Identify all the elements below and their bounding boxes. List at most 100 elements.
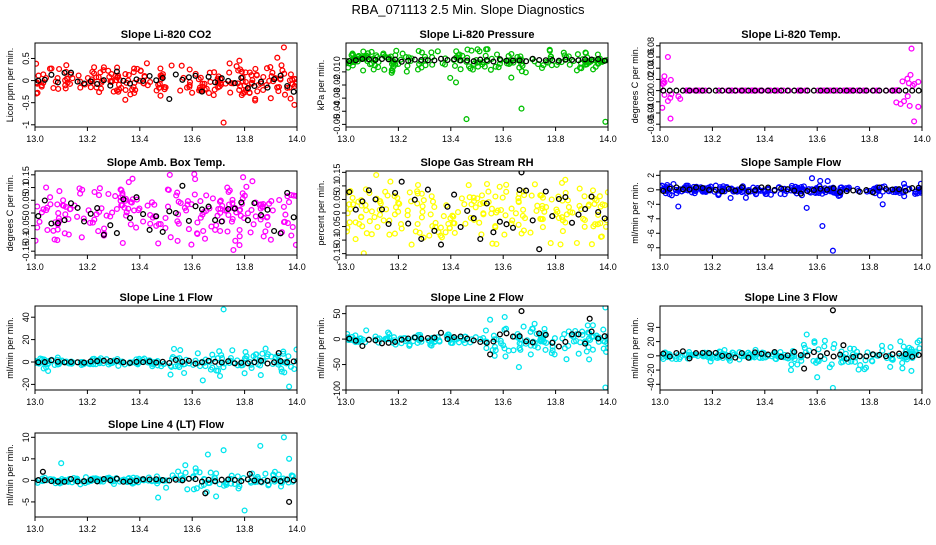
data-point — [91, 188, 98, 196]
data-point — [719, 87, 726, 94]
data-point — [153, 213, 160, 220]
data-point — [211, 475, 219, 482]
data-point — [601, 202, 608, 209]
outlier-point — [204, 451, 211, 458]
x-tick-label: 14.0 — [913, 397, 931, 407]
data-point — [855, 366, 862, 373]
data-point — [47, 194, 54, 201]
data-point — [397, 221, 405, 228]
data-point — [706, 87, 713, 94]
data-point — [38, 82, 45, 89]
data-point — [575, 350, 582, 357]
data-point — [87, 358, 94, 365]
data-point — [771, 186, 778, 193]
y-tick-label: -0.05 — [332, 114, 342, 135]
data-point — [244, 476, 251, 483]
data-point — [434, 334, 441, 341]
data-point — [140, 80, 147, 87]
data-point — [184, 486, 191, 493]
data-point — [499, 194, 506, 201]
data-point — [451, 229, 458, 236]
data-point — [174, 362, 182, 369]
data-point — [65, 231, 72, 238]
data-point — [582, 56, 589, 63]
y-tick-label: 0.02 — [646, 71, 656, 89]
x-tick-label: 14.0 — [913, 262, 931, 272]
data-point — [277, 358, 284, 365]
data-point — [745, 188, 752, 195]
data-point — [133, 477, 140, 484]
data-point — [346, 335, 353, 342]
data-point — [251, 200, 258, 207]
data-point — [900, 98, 908, 105]
data-point — [285, 353, 292, 360]
data-point — [140, 476, 147, 483]
data-point — [523, 338, 530, 345]
y-tick-label: -0.05 — [21, 215, 31, 236]
data-point — [751, 349, 759, 356]
data-point — [150, 477, 157, 484]
y-tick-label: -0.05 — [332, 216, 342, 237]
data-point — [365, 187, 372, 194]
data-point — [212, 79, 219, 86]
data-point — [531, 181, 538, 188]
data-point — [73, 475, 80, 482]
data-point — [582, 206, 589, 213]
x-tick-label: 13.8 — [547, 397, 565, 407]
data-point — [35, 477, 42, 484]
y-tick-label: -0.02 — [646, 92, 656, 113]
x-tick-label: 14.0 — [288, 524, 306, 534]
data-point — [100, 357, 107, 364]
y-tick-label: -0.01 — [332, 62, 342, 83]
x-tick-label: 13.4 — [131, 524, 149, 534]
x-tick-label: 13.4 — [442, 134, 460, 144]
data-point — [853, 348, 861, 355]
data-point — [673, 184, 680, 191]
data-point — [826, 364, 833, 371]
data-point — [916, 188, 922, 195]
data-point — [267, 236, 274, 243]
data-point — [582, 50, 589, 57]
data-point — [370, 66, 377, 73]
data-point — [523, 58, 530, 65]
data-point — [742, 194, 749, 201]
data-point — [575, 57, 582, 64]
data-point — [165, 186, 172, 194]
data-point — [842, 185, 850, 192]
y-tick-label: -100 — [332, 381, 342, 399]
data-point — [815, 346, 822, 353]
data-point — [168, 62, 175, 69]
data-point — [381, 66, 388, 73]
y-tick-label: -0.04 — [646, 103, 656, 124]
data-point — [175, 220, 182, 227]
outlier-point — [241, 507, 248, 514]
data-point — [188, 241, 195, 248]
data-point — [418, 214, 425, 221]
y-tick-label: 50 — [332, 309, 342, 319]
outlier-point — [829, 247, 836, 254]
outlier-point — [801, 365, 808, 372]
data-point — [48, 71, 55, 78]
data-point — [252, 351, 259, 358]
outlier-point — [586, 315, 593, 322]
x-tick-label: 13.0 — [26, 134, 44, 144]
outlier-point — [286, 498, 293, 505]
y-tick-label: -0.15 — [332, 243, 342, 264]
data-point — [778, 353, 785, 360]
y-tick-label: 0 — [646, 187, 656, 192]
data-point — [215, 367, 222, 374]
x-tick-label: 14.0 — [288, 397, 306, 407]
data-point — [447, 74, 454, 81]
data-point — [686, 186, 693, 193]
data-point — [414, 220, 421, 228]
panel-6: Slope Sample Flow 13.0 13.2 13.4 13.6 13.8 14.… — [630, 157, 931, 272]
data-point — [673, 87, 680, 94]
data-point — [539, 336, 546, 343]
x-tick-label: 13.6 — [183, 262, 201, 272]
data-point — [167, 234, 174, 241]
data-point — [889, 186, 896, 193]
data-point — [352, 337, 359, 344]
data-point — [366, 189, 373, 197]
data-point — [140, 359, 147, 366]
data-point — [352, 236, 359, 243]
